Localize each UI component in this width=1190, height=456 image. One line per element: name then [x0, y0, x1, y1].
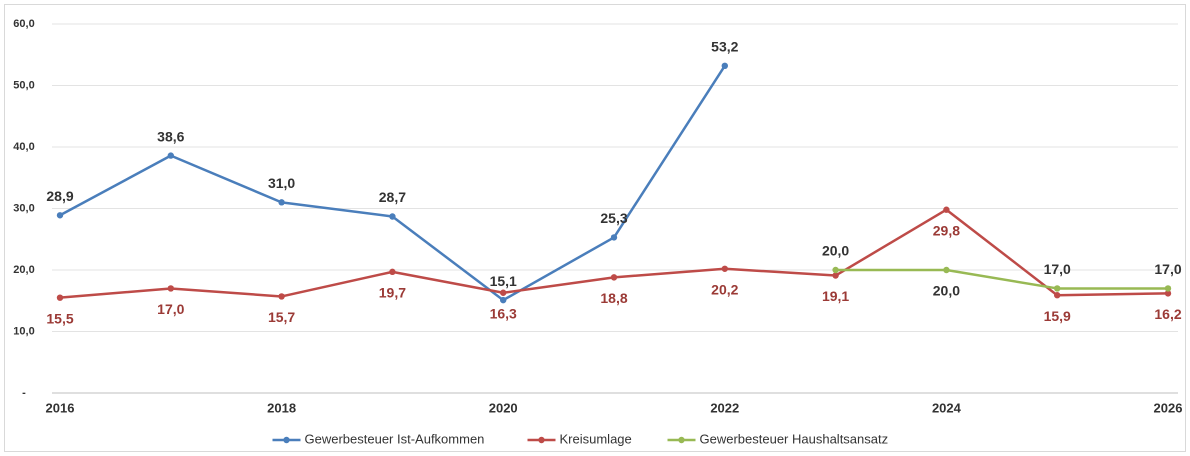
y-tick-label: -	[22, 387, 26, 399]
data-point	[943, 206, 950, 213]
data-point	[56, 212, 64, 219]
legend-label: Gewerbesteuer Ist-Aufkommen	[305, 431, 485, 446]
data-label: 20,2	[711, 281, 738, 297]
y-tick-label: 60,0	[13, 18, 34, 30]
data-point	[389, 213, 396, 220]
legend-marker	[538, 436, 545, 444]
y-tick-label: 20,0	[13, 264, 34, 276]
data-point	[721, 62, 728, 70]
data-point	[610, 274, 618, 281]
data-label: 15,7	[268, 309, 295, 325]
y-tick-label: 10,0	[13, 325, 34, 337]
data-point	[278, 199, 285, 206]
data-point	[721, 265, 728, 272]
data-label: 31,0	[268, 175, 295, 191]
data-label: 18,8	[600, 290, 627, 306]
data-label: 29,8	[933, 222, 960, 238]
x-tick-label: 2020	[489, 400, 518, 415]
legend-marker	[283, 436, 290, 444]
data-label: 20,0	[822, 243, 849, 259]
data-label: 28,7	[379, 189, 406, 205]
data-point	[389, 268, 396, 276]
data-label: 20,0	[933, 283, 960, 299]
data-label: 15,9	[1044, 308, 1071, 324]
data-label: 15,5	[46, 310, 73, 326]
data-label: 53,2	[711, 39, 738, 55]
data-point	[56, 294, 64, 301]
data-point	[832, 266, 839, 274]
x-tick-label: 2024	[932, 400, 962, 415]
data-point	[1054, 292, 1061, 299]
x-tick-label: 2016	[46, 400, 75, 415]
data-label: 19,7	[379, 285, 406, 301]
data-label: 16,3	[490, 305, 517, 321]
legend-label: Kreisumlage	[560, 431, 632, 446]
data-label: 17,0	[1154, 261, 1181, 277]
data-point	[500, 296, 507, 304]
data-point	[278, 293, 285, 300]
data-point	[167, 152, 174, 159]
x-tick-label: 2022	[710, 400, 739, 415]
data-label: 17,0	[157, 301, 184, 317]
data-point	[1164, 285, 1172, 292]
data-point	[500, 289, 507, 296]
data-label: 17,0	[1044, 261, 1071, 277]
data-label: 15,1	[490, 273, 517, 289]
y-tick-label: 30,0	[13, 202, 34, 214]
y-tick-label: 50,0	[13, 79, 34, 91]
data-point	[1054, 285, 1061, 292]
data-label: 38,6	[157, 128, 184, 144]
legend-marker	[678, 436, 685, 444]
data-point	[943, 266, 950, 274]
data-point	[832, 272, 839, 279]
data-label: 19,1	[822, 288, 849, 304]
series-line	[835, 268, 1168, 290]
data-point	[610, 234, 618, 241]
data-label: 16,2	[1154, 306, 1181, 322]
chart-frame	[4, 4, 1186, 452]
legend-label: Gewerbesteuer Haushaltsansatz	[700, 431, 889, 446]
y-tick-label: 40,0	[13, 141, 34, 153]
data-point	[167, 285, 174, 292]
data-label: 28,9	[46, 188, 73, 204]
data-point	[1164, 290, 1172, 297]
data-label: 25,3	[600, 210, 627, 226]
x-tick-label: 2018	[267, 400, 296, 415]
x-tick-label: 2026	[1154, 400, 1183, 415]
